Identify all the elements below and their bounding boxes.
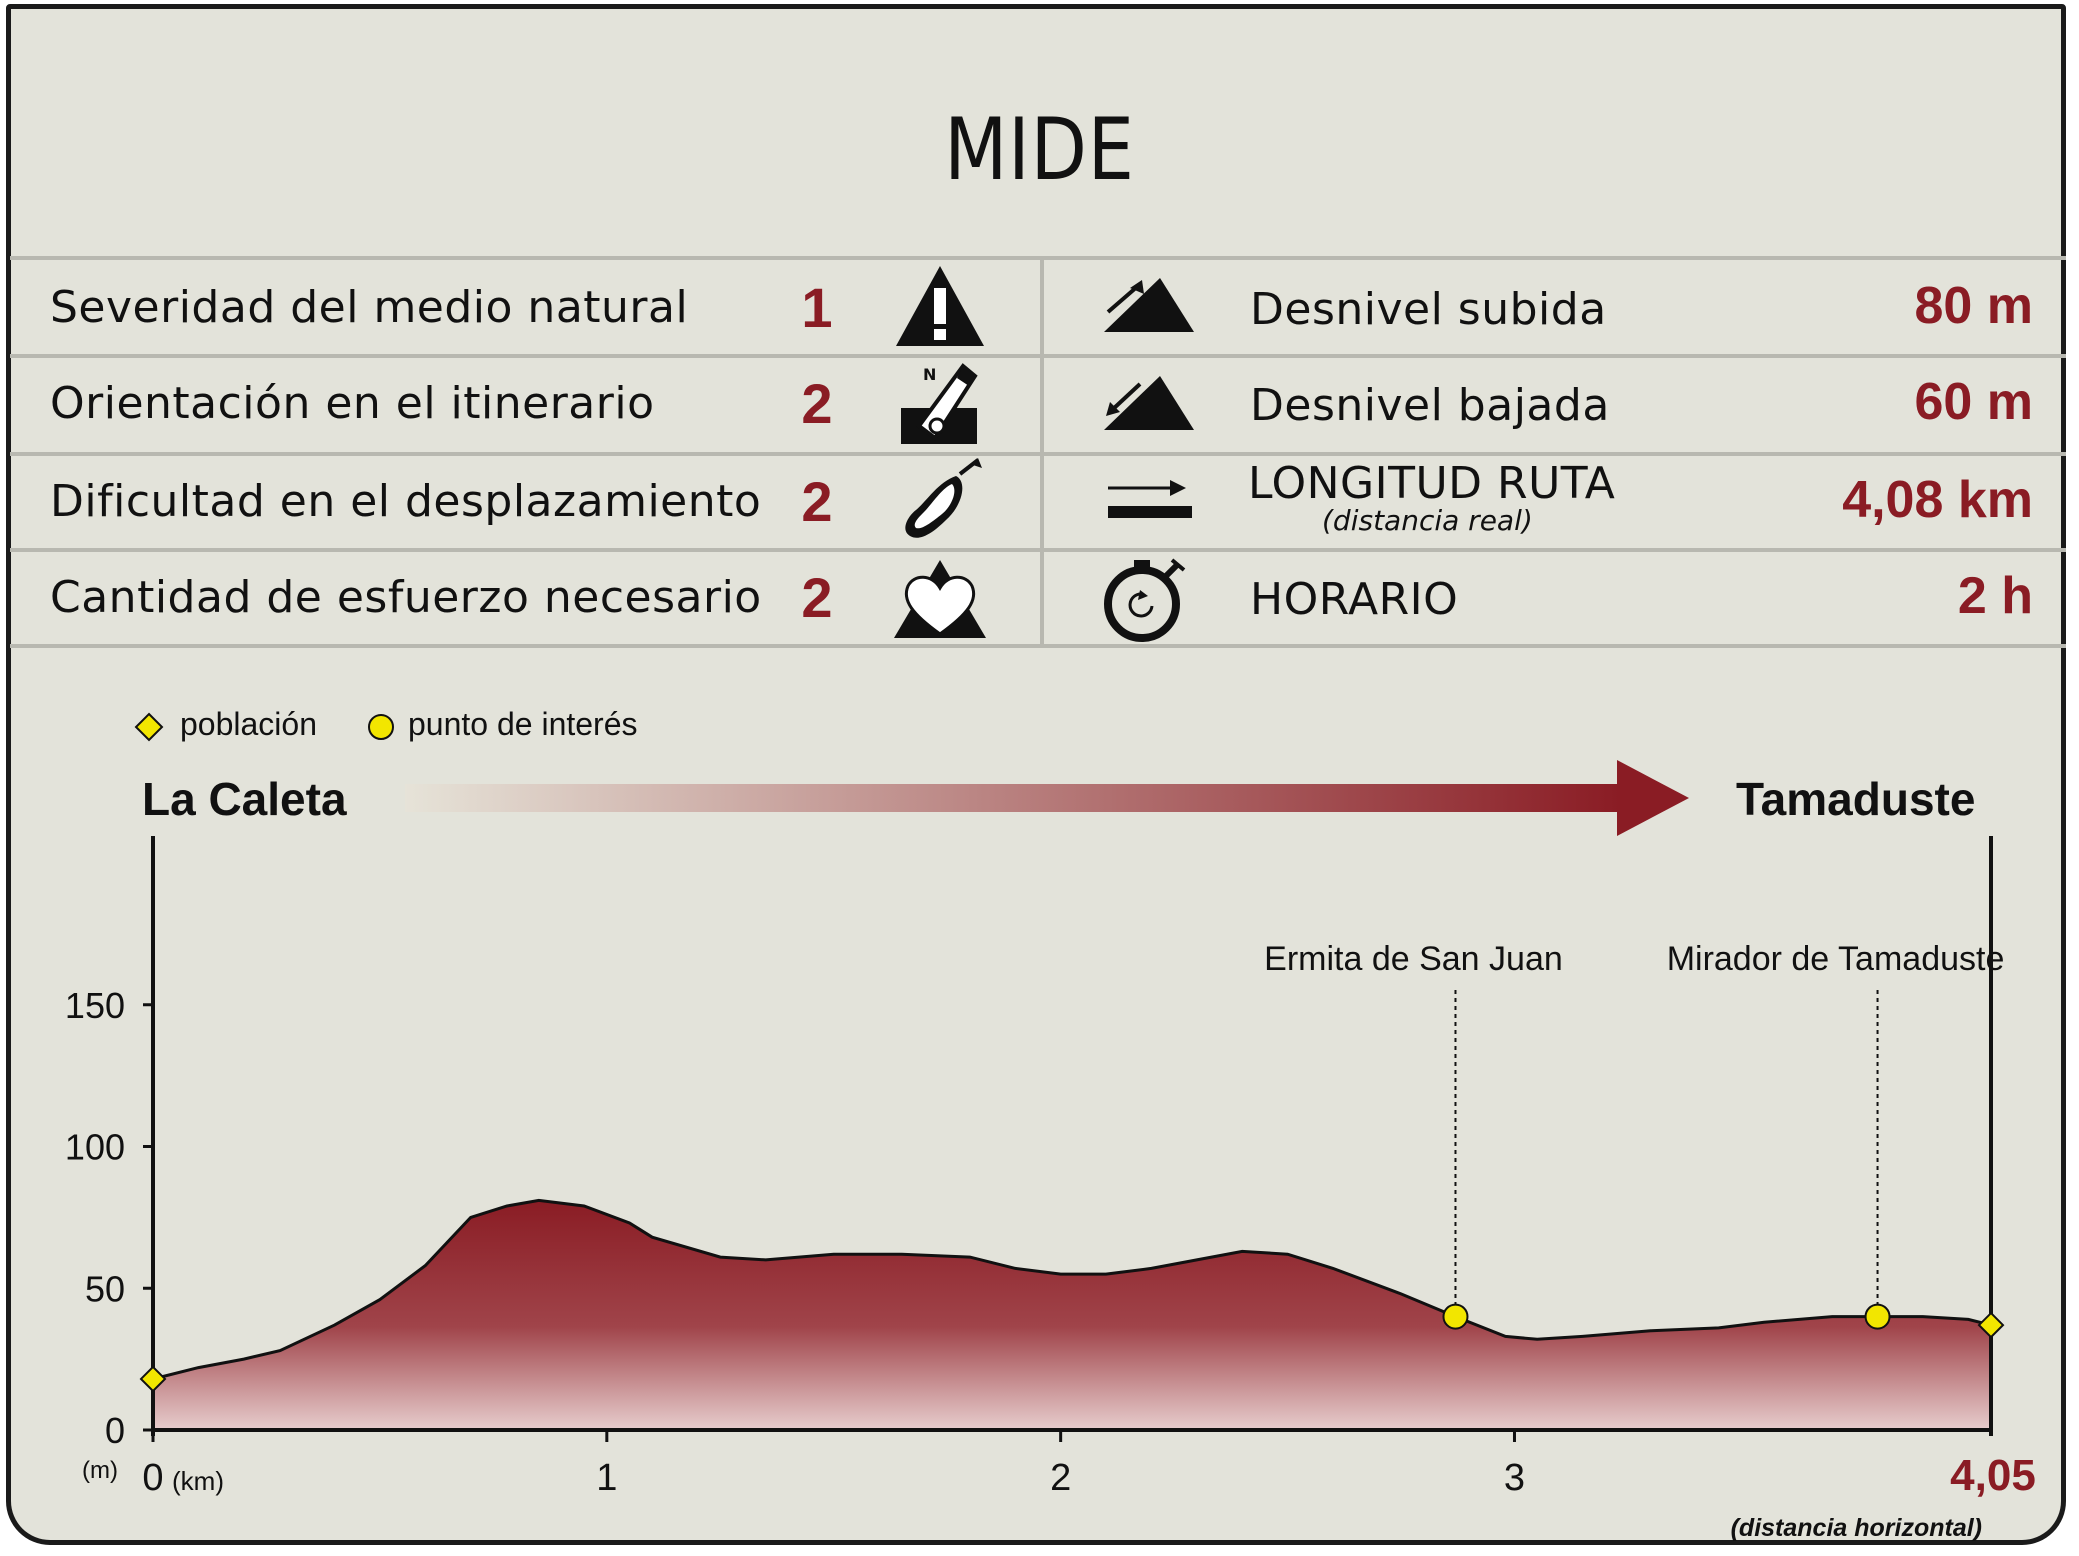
stat-label: Desnivel bajada	[1250, 380, 1610, 431]
poi-marker	[1864, 1303, 1891, 1330]
x-axis-note: (distancia horizontal)	[1731, 1514, 1982, 1542]
descent-icon	[1104, 376, 1194, 430]
town-marker	[1977, 1311, 2005, 1339]
route-end-label: Tamaduste	[1736, 773, 1976, 825]
town-marker-icon	[134, 712, 164, 742]
route-start-label: La Caleta	[142, 773, 347, 825]
stat-value: 4,08 km	[1842, 471, 2033, 529]
table-column-divider	[1040, 258, 1044, 648]
mide-level: 2	[801, 470, 833, 533]
elevation-line	[152, 1198, 1992, 1381]
table-divider	[10, 256, 2066, 260]
stat-label: Desnivel subida	[1250, 284, 1607, 335]
mide-label: Cantidad de esfuerzo necesario	[50, 572, 762, 623]
stopwatch-icon	[1104, 558, 1186, 642]
distance-arrow-icon	[1108, 480, 1192, 518]
mide-level: 1	[801, 276, 833, 339]
footprint-icon	[905, 458, 982, 538]
poi-label: Ermita de San Juan	[1264, 940, 1563, 978]
x-tick-label: 3	[1504, 1457, 1525, 1499]
stat-label: HORARIO	[1250, 574, 1459, 625]
poi-marker	[1442, 1303, 1469, 1330]
poi-marker-icon	[368, 714, 394, 740]
stat-label: LONGITUD RUTA	[1248, 458, 1616, 509]
ascent-icon	[1104, 278, 1194, 332]
x-unit-label: (km)	[172, 1466, 224, 1496]
stat-sublabel: (distancia real)	[1322, 504, 1533, 537]
table-divider	[10, 452, 2066, 456]
y-tick-label: 50	[85, 1268, 125, 1309]
compass-map-icon: N	[901, 363, 978, 444]
stat-value: 80 m	[1914, 277, 2033, 335]
y-tick-label: 100	[65, 1127, 125, 1168]
route-direction-arrow	[405, 760, 1689, 836]
x-tick-label: 2	[1050, 1457, 1071, 1499]
poi-label: Mirador de Tamaduste	[1667, 940, 2005, 978]
stat-value: 2 h	[1957, 567, 2033, 625]
legend-poi-label: punto de interés	[408, 706, 638, 742]
table-divider	[10, 644, 2066, 648]
stat-value: 60 m	[1914, 373, 2033, 431]
heart-mountain-icon	[894, 560, 986, 638]
table-divider	[10, 548, 2066, 552]
mide-level: 2	[801, 566, 833, 629]
y-tick-label: 150	[65, 985, 125, 1026]
x-tick-label: 1	[596, 1457, 617, 1499]
mide-level: 2	[801, 372, 833, 435]
elevation-area	[153, 1200, 1991, 1430]
table-divider	[10, 354, 2066, 358]
x-tick-label: 0	[142, 1457, 163, 1499]
x-end-label: 4,05	[1950, 1451, 2036, 1500]
page-title: MIDE	[944, 100, 1135, 200]
y-tick-label: 0	[105, 1410, 125, 1451]
svg-text:N: N	[923, 365, 936, 384]
y-unit-label: (m)	[82, 1457, 118, 1484]
town-marker	[139, 1365, 167, 1393]
legend-town-label: población	[180, 706, 317, 742]
warning-mountain-icon	[896, 266, 984, 346]
mide-label: Orientación en el itinerario	[50, 378, 655, 429]
mide-label: Severidad del medio natural	[50, 282, 689, 333]
mide-label: Dificultad en el desplazamiento	[50, 476, 762, 527]
